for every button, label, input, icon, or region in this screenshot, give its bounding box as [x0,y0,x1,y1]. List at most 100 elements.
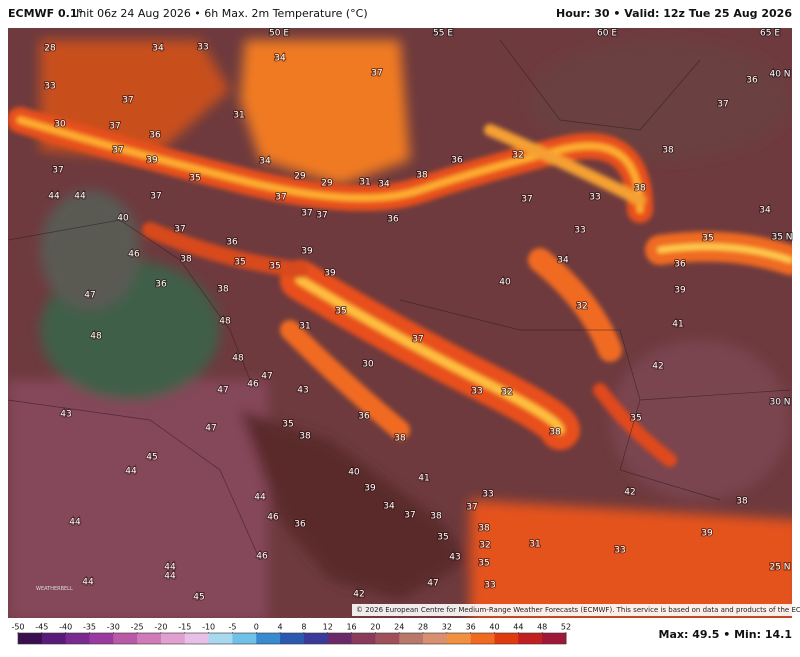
colorbar-segment [423,633,448,644]
temperature-label: 44 [164,572,176,582]
colorbar-tick-label: 0 [254,623,259,632]
temperature-label: 32 [576,302,587,312]
temperature-label: 44 [69,518,81,528]
valid-time: Hour: 30 • Valid: 12z Tue 25 Aug 2026 [556,7,792,20]
temperature-label: 35 [234,258,245,268]
temperature-label: 31 [529,540,540,550]
temperature-label: 47 [217,386,228,396]
temperature-label: 40 [348,468,360,478]
temperature-label: 28 [44,44,56,54]
colorbar-tick-label: 24 [394,623,404,632]
colorbar-tick-label: -10 [202,623,215,632]
temperature-label: 33 [574,226,585,236]
temperature-label: 46 [267,513,279,523]
temperature-label: 35 [478,559,489,569]
temperature-label: 36 [226,238,238,248]
temperature-label: 34 [259,157,271,167]
temperature-label: 42 [353,590,364,600]
temperature-label: 42 [624,488,635,498]
temperature-label: 35 [282,420,293,430]
temperature-label: 29 [321,179,333,189]
temperature-label: 36 [294,520,306,530]
init-subtitle: Init 06z 24 Aug 2026 • 6h Max. 2m Temper… [76,7,368,20]
temperature-label: 34 [759,206,771,216]
colorbar-tick-label: -15 [178,623,191,632]
temperature-label: 47 [427,579,438,589]
temperature-label: 37 [150,192,161,202]
colorbar-segment [327,633,353,644]
colorbar-segment [160,633,186,644]
temperature-label: 31 [299,322,310,332]
temperature-label: 34 [383,502,395,512]
colorbar-tick-label: 8 [301,623,306,632]
temperature-label: 38 [736,497,748,507]
temperature-label: 33 [614,546,625,556]
temperature-label: 36 [746,76,758,86]
map [8,28,792,618]
temperature-label: 37 [112,146,123,156]
temperature-label: 47 [205,424,216,434]
temperature-label: 40 [499,278,511,288]
temperature-label: 34 [274,54,286,64]
colorbar: -50 -45 -40 -35 -30 -25 -20 -15 -10 -5 0 4 8 12 16 20 24… [11,623,571,645]
colorbar-tick-label: 16 [346,623,356,632]
temperature-label: 35 [630,414,641,424]
colorbar-tick-label: 44 [513,623,523,632]
colorbar-tick-label: 4 [278,623,283,632]
temperature-label: 36 [674,260,686,270]
temperature-label: 36 [387,215,399,225]
coordinate-label: 35 N [771,233,792,243]
temperature-label: 35 [702,234,713,244]
colorbar-tick-label: 52 [561,623,571,632]
temperature-label: 44 [48,192,60,202]
temperature-label: 39 [701,529,713,539]
coordinate-label: 30 N [769,398,790,408]
temperature-label: 47 [84,291,95,301]
model-title: ECMWF 0.1° [8,7,83,20]
temperature-label: 39 [301,247,313,257]
colorbar-tick-label: -20 [154,623,167,632]
temperature-label: 36 [155,280,167,290]
coordinate-label: 60 E [597,29,617,39]
temperature-label: 33 [471,387,482,397]
colorbar-tick-label: 36 [466,623,476,632]
temperature-label: 33 [589,193,600,203]
temperature-label: 43 [449,553,460,563]
temperature-label: 39 [674,286,686,296]
temperature-label: 37 [404,511,415,521]
colorbar-segment [232,633,257,644]
temperature-label: 30 [54,120,66,130]
temperature-label: 47 [261,372,272,382]
colorbar-segment [494,633,519,644]
temperature-label: 34 [378,180,390,190]
temperature-label: 46 [256,552,268,562]
colorbar-tick-label: 12 [323,623,333,632]
colorbar-segment [89,633,114,644]
temperature-label: 37 [371,69,382,79]
temperature-label: 34 [557,256,569,266]
temperature-label: 43 [60,410,71,420]
temperature-label: 37 [521,195,532,205]
temperature-label: 34 [152,44,164,54]
extremes: Max: 49.5 • Min: 14.1 [659,628,792,641]
temperature-label: 41 [418,474,429,484]
temperature-label: 45 [193,593,204,603]
temperature-label: 36 [451,156,463,166]
temperature-label: 38 [549,428,561,438]
temperature-label: 35 [437,533,448,543]
temperature-label: 38 [394,434,406,444]
temperature-label: 44 [254,493,266,503]
temperature-label: 37 [316,211,327,221]
temperature-label: 48 [232,354,244,364]
colorbar-tick-label: -30 [107,623,120,632]
colorbar-segment [65,633,90,644]
colorbar-segment [137,633,162,644]
colorbar-segment [184,633,210,644]
colorbar-segment [303,633,329,644]
temperature-label: 48 [219,317,231,327]
colorbar-tick-label: -40 [59,623,72,632]
coordinate-label: 40 N [769,70,790,80]
temperature-label: 39 [364,484,376,494]
coordinate-label: 50 E [269,29,289,39]
